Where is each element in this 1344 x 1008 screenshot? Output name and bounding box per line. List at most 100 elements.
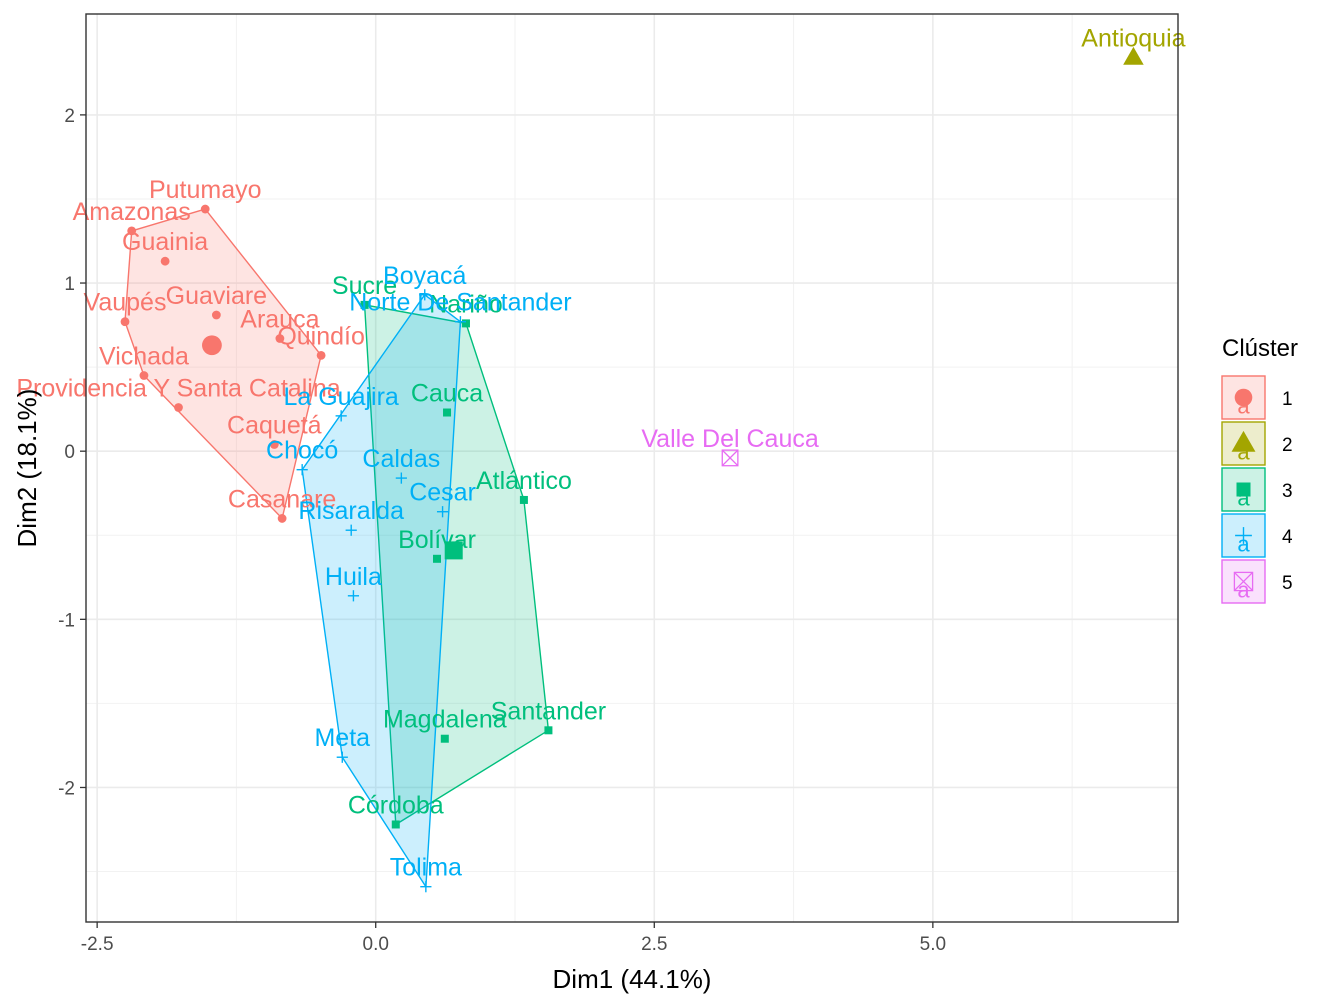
- point-label: Guainia: [122, 228, 208, 256]
- plot-border: [85, 13, 1179, 923]
- point-marker: [269, 440, 279, 449]
- legend-key-marker: [1235, 527, 1252, 544]
- point-marker: [519, 495, 528, 504]
- cluster-centroid-1: [202, 335, 222, 356]
- point-label: Risaralda: [298, 497, 404, 525]
- point-label: Caldas: [362, 445, 440, 473]
- point-marker: [347, 590, 360, 602]
- y-tick-label: -2: [58, 778, 75, 799]
- point-marker: [436, 506, 449, 518]
- point-marker: [345, 524, 357, 536]
- point-label: Huila: [325, 563, 382, 591]
- point-label: La Guajira: [283, 383, 398, 411]
- point-marker: [420, 881, 432, 893]
- point-label: Cauca: [411, 380, 483, 408]
- point-marker: [277, 514, 287, 523]
- legend-label: 2: [1282, 435, 1293, 456]
- point-label: Valle Del Cauca: [641, 425, 819, 453]
- y-tick-label: 2: [64, 106, 75, 127]
- point-label: Amazonas: [73, 198, 191, 226]
- point-label: Nariño: [429, 290, 503, 318]
- point-label: Boyacá: [383, 262, 466, 290]
- y-tick-label: -1: [58, 610, 75, 631]
- point-label: Antioquia: [1081, 25, 1185, 53]
- point-label: Santander: [491, 697, 606, 725]
- point-marker: [275, 334, 285, 343]
- point-label: Caquetá: [227, 411, 322, 439]
- point-label: Quindío: [277, 322, 365, 350]
- y-axis: -2 -1 0 1 2: [58, 106, 86, 799]
- y-tick-label: 1: [64, 274, 75, 295]
- point-label: Córdoba: [348, 791, 444, 819]
- point-marker: [360, 300, 369, 309]
- x-tick-label: 0.0: [363, 934, 389, 955]
- point-label: Atlántico: [476, 467, 572, 495]
- cluster-hull-3: [363, 304, 550, 826]
- x-tick-label: -2.5: [81, 934, 114, 955]
- point-label: Meta: [314, 724, 370, 752]
- x-tick-label: 2.5: [641, 934, 667, 955]
- point-marker: [433, 554, 441, 563]
- legend-label: 5: [1282, 573, 1293, 594]
- y-axis-title: Dim2 (18.1%): [12, 389, 42, 548]
- point-marker: [544, 726, 553, 735]
- point-label: Guaviare: [166, 282, 267, 310]
- legend-key-marker: [1233, 571, 1254, 592]
- point-marker: [174, 403, 183, 412]
- x-axis: -2.5 0.0 2.5 5.0: [81, 922, 946, 955]
- point-marker: [139, 371, 149, 380]
- data-points: [120, 46, 1144, 893]
- legend-key-glyph: a: [1237, 532, 1250, 557]
- point-label: Vaupés: [84, 289, 167, 317]
- legend-label: 1: [1282, 389, 1293, 410]
- legend-key-marker: [1236, 482, 1251, 497]
- legend-label: 3: [1282, 481, 1293, 502]
- point-label: Norte De Santander: [349, 289, 571, 317]
- plot-panel: [86, 14, 1178, 922]
- point-marker: [200, 204, 210, 214]
- point-label: Vichada: [99, 343, 189, 371]
- point-marker: [336, 751, 348, 763]
- point-label: Sucre: [332, 272, 397, 300]
- x-tick-label: 5.0: [920, 934, 946, 955]
- point-label: Magdalena: [383, 706, 507, 734]
- legend-label: 4: [1282, 527, 1293, 548]
- point-marker: [440, 734, 449, 743]
- point-marker: [721, 449, 739, 467]
- legend-title: Clúster: [1222, 335, 1298, 362]
- point-label: Tolima: [390, 854, 462, 882]
- point-label: Putumayo: [149, 176, 262, 204]
- point-label: Arauca: [240, 306, 319, 334]
- grid-lines: [86, 14, 1178, 922]
- point-label: Chocó: [266, 437, 338, 465]
- point-label: Cesar: [409, 479, 476, 507]
- legend-key-marker: [1231, 430, 1256, 452]
- legend: Clúster a1a2a3a4a5: [1221, 335, 1298, 604]
- point-marker: [1123, 46, 1144, 65]
- point-marker: [395, 472, 407, 484]
- point-label: Bolívar: [398, 526, 476, 554]
- point-label: Providencia Y Santa Catalina: [16, 374, 340, 402]
- point-marker: [211, 310, 221, 320]
- point-label: Casanare: [228, 485, 336, 513]
- point-marker: [461, 319, 470, 328]
- legend-key-marker: [1234, 388, 1253, 407]
- point-marker: [443, 408, 452, 417]
- cluster-centroid-3: [444, 541, 463, 560]
- point-marker: [127, 226, 137, 236]
- point-marker: [335, 410, 347, 422]
- panel-border: [85, 13, 1179, 923]
- point-marker: [296, 464, 308, 476]
- legend-item-1: a1: [1221, 375, 1293, 420]
- point-marker: [160, 256, 170, 266]
- point-marker: [316, 350, 326, 360]
- panel-background: [86, 14, 1178, 922]
- x-axis-title: Dim1 (44.1%): [553, 964, 712, 994]
- y-tick-label: 0: [64, 442, 75, 463]
